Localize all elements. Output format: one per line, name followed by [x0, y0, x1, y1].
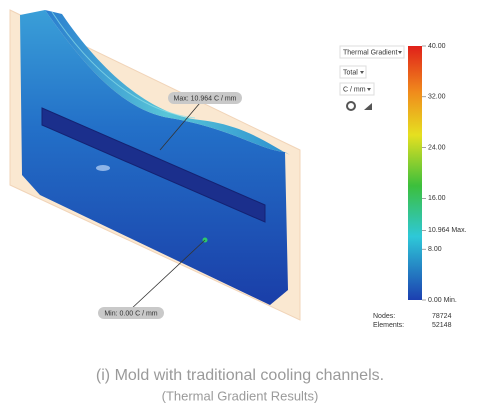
mesh-stats: Nodes: 78724 Elements: 52148	[373, 313, 452, 329]
result-dropdown[interactable]	[339, 45, 405, 59]
legend-tick-label: 24.00	[428, 144, 446, 151]
result-dropdown-text: Thermal Gradient	[343, 49, 398, 56]
min-callout	[98, 307, 164, 319]
color-legend: 40.00 32.00 24.00 16.00 10.964 Max. 8.00 0.00 …	[408, 43, 467, 304]
elements-label: Elements:	[373, 322, 404, 329]
nodes-label: Nodes:	[373, 313, 395, 320]
component-dropdown[interactable]	[339, 65, 367, 79]
cooling-channel	[41, 107, 266, 223]
max-callout	[168, 92, 242, 104]
legend-icon[interactable]	[364, 103, 372, 110]
legend-tick-label: 8.00	[428, 246, 442, 253]
legend-tick-label: 32.00	[428, 94, 446, 101]
caption-line-2: (Thermal Gradient Results)	[162, 388, 319, 403]
unit-dropdown[interactable]	[339, 82, 375, 96]
model-view: Max: 10.964 C / mm Min: 0.00 C / mm	[9, 9, 301, 321]
legend-tick-label: 16.00	[428, 195, 446, 202]
nodes-value: 78724	[432, 313, 452, 320]
color-bar	[408, 46, 422, 300]
min-callout-text: Min: 0.00 C / mm	[104, 310, 157, 317]
unit-dropdown-text: C / mm	[343, 86, 366, 93]
result-controls: Thermal Gradient Total C / mm	[339, 45, 405, 111]
settings-icon[interactable]	[346, 101, 356, 111]
component-dropdown-text: Total	[343, 69, 358, 76]
elements-value: 52148	[432, 322, 452, 329]
legend-tick-label: 0.00 Min.	[428, 297, 457, 304]
max-callout-text: Max: 10.964 C / mm	[173, 95, 236, 102]
caption-line-1: (i) Mold with traditional cooling channe…	[96, 367, 384, 384]
legend-tick-label: 10.964 Max.	[428, 227, 467, 234]
legend-tick-label: 40.00	[428, 43, 446, 50]
